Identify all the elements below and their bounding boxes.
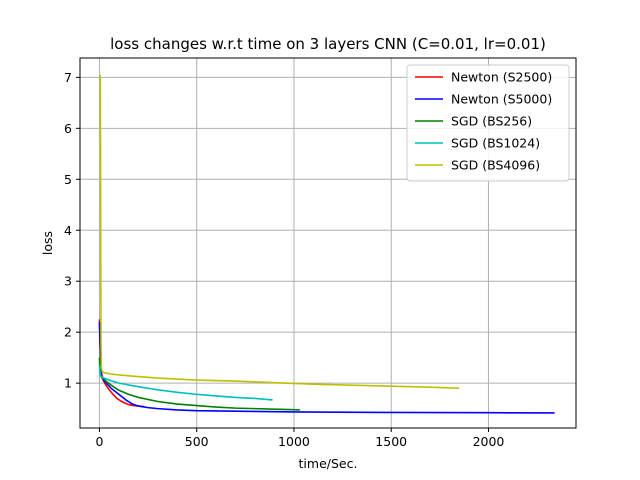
x-axis-label: time/Sec.: [299, 456, 358, 471]
series-line-4: [98, 365, 273, 401]
legend: Newton (S2500) Newton (S5000) SGD (BS256) S…: [406, 64, 570, 182]
plot-frame: [79, 57, 577, 429]
legend-label: SGD (BS1024): [451, 136, 540, 151]
y-tick-label: 4: [64, 223, 72, 238]
y-tick-label: 3: [64, 274, 72, 289]
series-line-2: [98, 321, 555, 414]
legend-label: Newton (S5000): [451, 92, 552, 107]
plot-lines: [98, 74, 555, 414]
y-tick-label: 2: [64, 325, 72, 340]
chart-title: loss changes w.r.t time on 3 layers CNN …: [110, 35, 546, 53]
series-line-5: [99, 74, 460, 390]
y-tick-label: 1: [64, 376, 72, 391]
y-tick-label: 5: [64, 172, 72, 187]
legend-label: SGD (BS256): [451, 114, 532, 129]
legend-label: Newton (S2500): [451, 70, 552, 85]
legend-box: [406, 64, 570, 182]
y-axis-label: loss: [40, 231, 55, 255]
x-axis-ticks: 0 500 1000 1500 2000: [95, 428, 504, 449]
x-tick-label: 0: [95, 434, 103, 449]
y-tick-label: 6: [64, 121, 72, 136]
y-axis-ticks: 1 2 3 4 5 6 7: [64, 70, 80, 391]
legend-label: SGD (BS4096): [451, 158, 540, 173]
x-tick-label: 500: [185, 434, 209, 449]
x-tick-label: 1500: [375, 434, 407, 449]
x-tick-label: 1000: [278, 434, 310, 449]
y-tick-label: 7: [64, 70, 72, 85]
x-tick-label: 2000: [473, 434, 505, 449]
